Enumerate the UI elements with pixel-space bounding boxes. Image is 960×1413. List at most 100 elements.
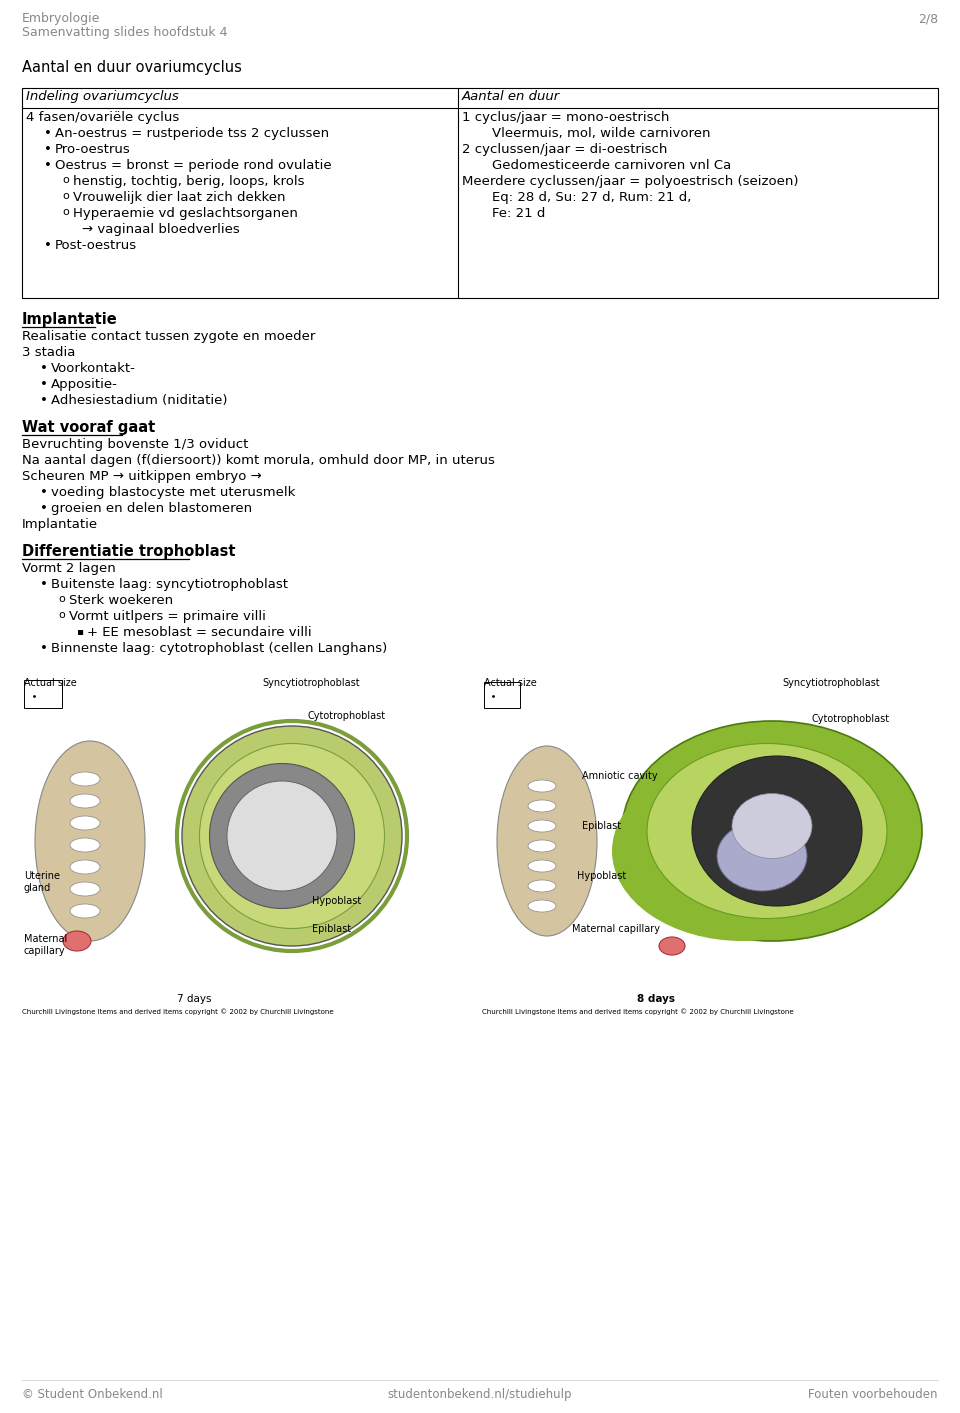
Ellipse shape <box>70 882 100 896</box>
Text: Hypoblast: Hypoblast <box>312 896 361 906</box>
Text: 2/8: 2/8 <box>918 11 938 25</box>
Text: Hypoblast: Hypoblast <box>577 870 626 880</box>
Text: Actual size: Actual size <box>484 678 537 688</box>
Text: Uterine
gland: Uterine gland <box>24 870 60 893</box>
Text: Maternal capillary: Maternal capillary <box>572 924 660 934</box>
Text: •: • <box>40 394 48 407</box>
Text: Vormt uitlpers = primaire villi: Vormt uitlpers = primaire villi <box>69 610 266 623</box>
Text: Embryologie: Embryologie <box>22 11 101 25</box>
Text: Fouten voorbehouden: Fouten voorbehouden <box>808 1388 938 1402</box>
Text: Cytotrophoblast: Cytotrophoblast <box>307 711 385 721</box>
Text: o: o <box>58 610 64 620</box>
Text: Post-oestrus: Post-oestrus <box>55 239 137 252</box>
Text: 1 cyclus/jaar = mono-oestrisch: 1 cyclus/jaar = mono-oestrisch <box>462 112 669 124</box>
Ellipse shape <box>528 820 556 832</box>
Text: o: o <box>62 206 69 218</box>
Text: Scheuren MP → uitkippen embryo →: Scheuren MP → uitkippen embryo → <box>22 471 262 483</box>
Text: Epiblast: Epiblast <box>312 924 351 934</box>
Ellipse shape <box>35 740 145 941</box>
Ellipse shape <box>692 756 862 906</box>
Ellipse shape <box>182 726 402 945</box>
Text: o: o <box>62 175 69 185</box>
Text: o: o <box>62 191 69 201</box>
Text: → vaginaal bloedverlies: → vaginaal bloedverlies <box>82 223 240 236</box>
Text: o: o <box>58 593 64 603</box>
Text: + EE mesoblast = secundaire villi: + EE mesoblast = secundaire villi <box>87 626 312 639</box>
Ellipse shape <box>717 821 807 892</box>
Text: Churchill Livingstone Items and derived items copyright © 2002 by Churchill Livi: Churchill Livingstone Items and derived … <box>482 1007 794 1015</box>
Ellipse shape <box>70 771 100 786</box>
Ellipse shape <box>70 815 100 829</box>
Text: Eq: 28 d, Su: 27 d, Rum: 21 d,: Eq: 28 d, Su: 27 d, Rum: 21 d, <box>492 191 691 203</box>
Text: •: • <box>44 127 52 140</box>
Ellipse shape <box>622 721 922 941</box>
Ellipse shape <box>528 900 556 911</box>
Ellipse shape <box>528 800 556 812</box>
Text: studentonbekend.nl/studiehulp: studentonbekend.nl/studiehulp <box>388 1388 572 1402</box>
Text: Sterk woekeren: Sterk woekeren <box>69 593 173 608</box>
Text: Fe: 21 d: Fe: 21 d <box>492 206 545 220</box>
Text: •: • <box>44 160 52 172</box>
Ellipse shape <box>732 794 812 859</box>
Text: •: • <box>40 379 48 391</box>
Text: Voorkontakt-: Voorkontakt- <box>51 362 136 374</box>
Text: 7 days: 7 days <box>177 993 211 1005</box>
Text: Vleermuis, mol, wilde carnivoren: Vleermuis, mol, wilde carnivoren <box>492 127 710 140</box>
Ellipse shape <box>672 736 912 896</box>
Text: •: • <box>40 578 48 591</box>
Text: henstig, tochtig, berig, loops, krols: henstig, tochtig, berig, loops, krols <box>73 175 304 188</box>
Text: 2 cyclussen/jaar = di-oestrisch: 2 cyclussen/jaar = di-oestrisch <box>462 143 667 155</box>
Text: •: • <box>44 143 52 155</box>
Text: Actual size: Actual size <box>24 678 77 688</box>
Text: Syncytiotrophoblast: Syncytiotrophoblast <box>782 678 879 688</box>
Text: Appositie-: Appositie- <box>51 379 118 391</box>
Text: ▪: ▪ <box>76 626 83 636</box>
Text: Implantatie: Implantatie <box>22 519 98 531</box>
Bar <box>24 680 62 708</box>
Text: Differentiatie trophoblast: Differentiatie trophoblast <box>22 544 235 560</box>
Bar <box>482 675 930 986</box>
Ellipse shape <box>528 839 556 852</box>
Text: 8 days: 8 days <box>637 993 675 1005</box>
Text: Meerdere cyclussen/jaar = polyoestrisch (seizoen): Meerdere cyclussen/jaar = polyoestrisch … <box>462 175 799 188</box>
Text: © Student Onbekend.nl: © Student Onbekend.nl <box>22 1388 163 1402</box>
Ellipse shape <box>70 904 100 918</box>
Ellipse shape <box>70 861 100 875</box>
Bar <box>22 88 938 298</box>
Ellipse shape <box>70 838 100 852</box>
Text: An-oestrus = rustperiode tss 2 cyclussen: An-oestrus = rustperiode tss 2 cyclussen <box>55 127 329 140</box>
Text: Aantal en duur: Aantal en duur <box>462 90 561 103</box>
Ellipse shape <box>528 861 556 872</box>
Text: Gedomesticeerde carnivoren vnl Ca: Gedomesticeerde carnivoren vnl Ca <box>492 160 732 172</box>
Text: Samenvatting slides hoofdstuk 4: Samenvatting slides hoofdstuk 4 <box>22 25 228 40</box>
Text: •: • <box>40 486 48 499</box>
Text: Realisatie contact tussen zygote en moeder: Realisatie contact tussen zygote en moed… <box>22 331 316 343</box>
Text: Syncytiotrophoblast: Syncytiotrophoblast <box>262 678 360 688</box>
Text: voeding blastocyste met uterusmelk: voeding blastocyste met uterusmelk <box>51 486 296 499</box>
Ellipse shape <box>63 931 91 951</box>
Bar <box>484 682 520 708</box>
Ellipse shape <box>647 743 887 918</box>
Text: •: • <box>40 642 48 656</box>
Text: Aantal en duur ovariumcyclus: Aantal en duur ovariumcyclus <box>22 59 242 75</box>
Text: Wat vooraf gaat: Wat vooraf gaat <box>22 420 156 435</box>
Text: Pro-oestrus: Pro-oestrus <box>55 143 131 155</box>
Text: Na aantal dagen (f(diersoort)) komt morula, omhuld door MP, in uterus: Na aantal dagen (f(diersoort)) komt moru… <box>22 454 494 468</box>
Text: Churchill Livingstone Items and derived items copyright © 2002 by Churchill Livi: Churchill Livingstone Items and derived … <box>22 1007 334 1015</box>
Text: •: • <box>40 362 48 374</box>
Text: Hyperaemie vd geslachtsorganen: Hyperaemie vd geslachtsorganen <box>73 206 298 220</box>
Text: Cytotrophoblast: Cytotrophoblast <box>812 714 890 723</box>
Ellipse shape <box>612 762 872 941</box>
Text: Binnenste laag: cytotrophoblast (cellen Langhans): Binnenste laag: cytotrophoblast (cellen … <box>51 642 387 656</box>
Text: Vrouwelijk dier laat zich dekken: Vrouwelijk dier laat zich dekken <box>73 191 285 203</box>
Text: Buitenste laag: syncytiotrophoblast: Buitenste laag: syncytiotrophoblast <box>51 578 288 591</box>
Text: •: • <box>40 502 48 514</box>
Text: Adhesiestadium (niditatie): Adhesiestadium (niditatie) <box>51 394 228 407</box>
Text: Bevruchting bovenste 1/3 oviduct: Bevruchting bovenste 1/3 oviduct <box>22 438 249 451</box>
Text: Oestrus = bronst = periode rond ovulatie: Oestrus = bronst = periode rond ovulatie <box>55 160 331 172</box>
Text: Epiblast: Epiblast <box>582 821 621 831</box>
Bar <box>22 675 470 986</box>
Text: groeien en delen blastomeren: groeien en delen blastomeren <box>51 502 252 514</box>
Ellipse shape <box>528 880 556 892</box>
Text: •: • <box>44 239 52 252</box>
